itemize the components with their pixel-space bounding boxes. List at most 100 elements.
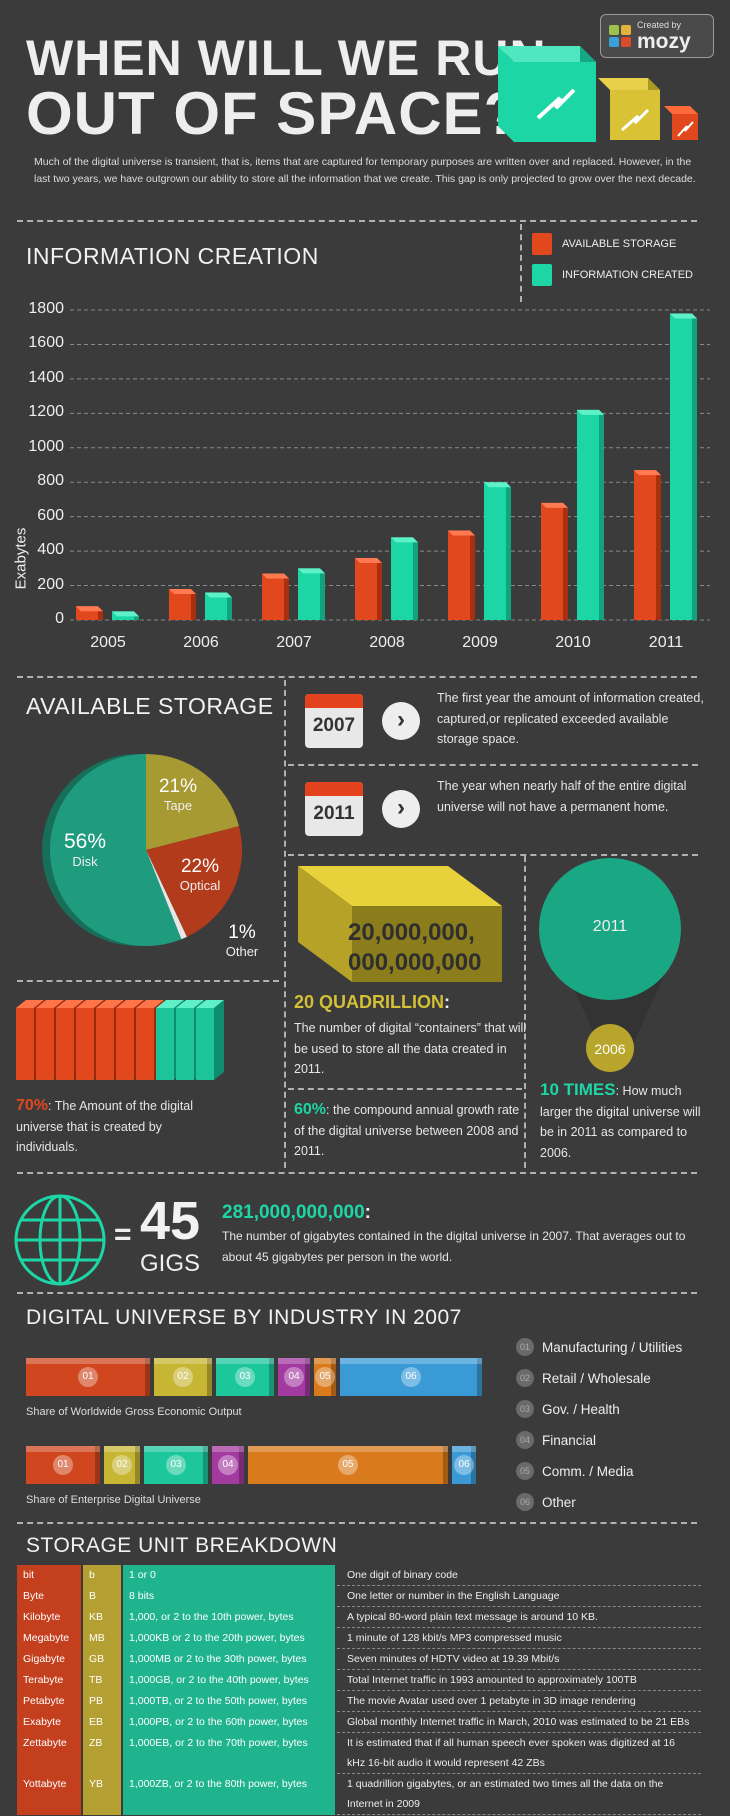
divider [288, 764, 698, 766]
unit-name: Kilobyte [17, 1606, 81, 1628]
industry-segment-02: 02 [154, 1358, 212, 1396]
stack-box-top [156, 1000, 184, 1008]
units-title: STORAGE UNIT BREAKDOWN [26, 1534, 338, 1557]
units-row: Yottabyte YB 1,000ZB, or 2 to the 80th pow… [17, 1773, 701, 1815]
stack-box-top [196, 1000, 224, 1008]
gigs-headline-number: 281,000,000,000 [222, 1202, 365, 1223]
bar-storage-2006 [169, 589, 191, 620]
legend-created-label: INFORMATION CREATED [562, 269, 693, 281]
gap [335, 1648, 337, 1670]
pie-label-tape: 21% Tape [156, 776, 200, 813]
stack-box-individual [36, 1008, 54, 1080]
bar-top [298, 568, 325, 574]
arrow-right-icon: › [382, 790, 420, 828]
gap [121, 1690, 123, 1712]
stack-box-top [116, 1000, 144, 1008]
equals-sign: = [114, 1218, 132, 1251]
bar-created-2006 [205, 592, 227, 620]
growth-circles-graphic [539, 858, 682, 1072]
gap [335, 1690, 337, 1712]
gap [81, 1648, 83, 1670]
unit-name: bit [17, 1565, 81, 1586]
mozy-badge[interactable]: Created by mozy [600, 14, 714, 58]
divider [17, 1172, 697, 1174]
units-table: bit b 1 or 0 One digit of binary code Byte B 8… [17, 1565, 701, 1815]
badge-created-by: Created by [637, 20, 682, 30]
gap [81, 1606, 83, 1628]
gigs-text: The number of gigabytes contained in the… [222, 1229, 686, 1264]
legend-storage-label: AVAILABLE STORAGE [562, 238, 677, 250]
bar-side [692, 313, 697, 620]
unit-size: 1 or 0 [123, 1565, 335, 1586]
bar-storage-2009 [448, 530, 470, 620]
industry-legend-label: Other [542, 1494, 576, 1510]
unit-example: One digit of binary code [337, 1565, 701, 1586]
quadrillion-number-line2: 000,000,000 [348, 949, 482, 976]
industry-caption-bottom: Share of Enterprise Digital Universe [26, 1494, 201, 1506]
unit-example: 1 minute of 128 kbit/s MP3 compressed mu… [337, 1627, 701, 1649]
quadrillion-number-line1: 20,000,000, [348, 919, 475, 946]
industry-legend-item: 04 Financial [516, 1431, 596, 1449]
fact-2011-text: The year when nearly half of the entire … [437, 779, 687, 814]
bar-created-2009 [484, 482, 506, 620]
unit-example: Total Internet traffic in 1993 amounted … [337, 1669, 701, 1691]
stack-box-individual [136, 1008, 154, 1080]
calendar-2007-icon: 2007 [305, 694, 363, 748]
divider [17, 1292, 697, 1294]
y-tick-label: 1600 [28, 334, 64, 352]
industry-segment-01: 01 [26, 1358, 150, 1396]
industry-legend-number: 03 [516, 1400, 534, 1418]
unit-abbr: KB [83, 1606, 121, 1628]
industry-segment-06: 06 [340, 1358, 482, 1396]
industry-segment-number: 06 [401, 1367, 421, 1387]
industry-segment-number: 01 [78, 1367, 98, 1387]
tape-pct: 21% [158, 776, 198, 797]
gap [81, 1690, 83, 1712]
gap [121, 1669, 123, 1691]
bar-created-2007 [298, 568, 320, 620]
stack-box-other [156, 1008, 174, 1080]
gap [335, 1585, 337, 1607]
industry-segment-05: 05 [248, 1446, 448, 1484]
stack-box-top [16, 1000, 44, 1008]
bar-top [112, 611, 139, 617]
stack-box-top [136, 1000, 164, 1008]
gigs-headline-colon: : [364, 1202, 371, 1223]
bar-chart [70, 309, 710, 621]
quadrillion-number: 20,000,000, 000,000,000 [348, 918, 481, 978]
stack-box-top [176, 1000, 204, 1008]
industry-legend-label: Comm. / Media [542, 1463, 634, 1479]
industry-legend-number: 06 [516, 1493, 534, 1511]
circle-label-2006: 2006 [594, 1041, 626, 1057]
bar-top [484, 482, 511, 488]
pie-slice-optical [146, 826, 242, 937]
bar-side [413, 537, 418, 620]
industry-legend-number: 04 [516, 1431, 534, 1449]
bar-top [634, 470, 661, 476]
gigs-number: 45 [140, 1191, 201, 1251]
industry-segment-03: 03 [144, 1446, 208, 1484]
bar-created-2011 [670, 313, 692, 620]
stack-box-individual [16, 1008, 34, 1080]
growth-fact: 60%: the compound annual growth rate of … [294, 1100, 520, 1162]
bar-top [262, 573, 289, 579]
mozy-logo-icon [609, 25, 631, 47]
growth-text: : the compound annual growth rate of the… [294, 1103, 520, 1158]
gap [121, 1585, 123, 1607]
other-label: Other [225, 944, 259, 959]
divider [17, 220, 697, 222]
units-row: Byte B 8 bits One letter or number in the E… [17, 1585, 701, 1607]
y-tick-label: 1400 [28, 368, 64, 386]
industry-legend-item: 03 Gov. / Health [516, 1400, 620, 1418]
individuals-pct: 70% [16, 1097, 49, 1114]
y-tick-label: 200 [37, 575, 64, 593]
unit-name: Terabyte [17, 1669, 81, 1691]
divider [17, 980, 279, 982]
industry-title: DIGITAL UNIVERSE BY INDUSTRY IN 2007 [26, 1306, 462, 1329]
divider [17, 676, 697, 678]
bar-side [506, 482, 511, 620]
gap [81, 1585, 83, 1607]
x-tick-label: 2006 [183, 634, 219, 651]
industry-legend-item: 05 Comm. / Media [516, 1462, 634, 1480]
unit-example: 1 quadrillion gigabytes, or an estimated… [337, 1773, 701, 1815]
